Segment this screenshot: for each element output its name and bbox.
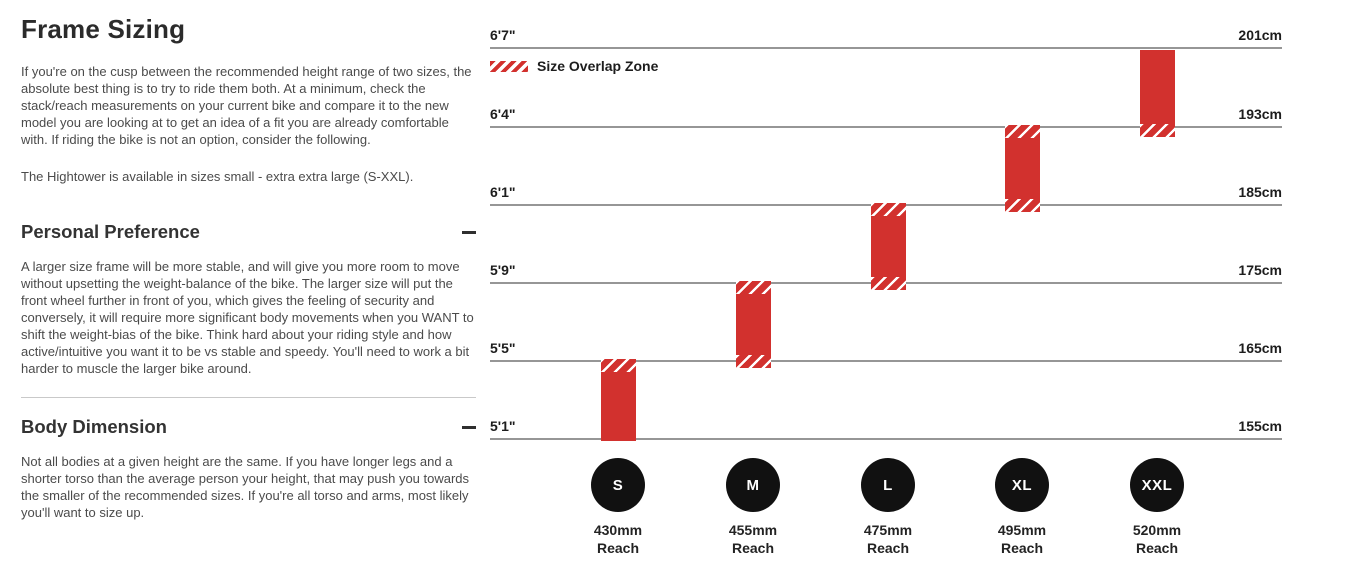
accordion-header-body-dimension[interactable]: Body Dimension bbox=[21, 416, 476, 438]
sizing-text-column: Frame Sizing If you're on the cusp betwe… bbox=[21, 14, 476, 541]
size-circle: XXL bbox=[1130, 458, 1184, 512]
size-letter: S bbox=[612, 476, 624, 494]
bar-solid bbox=[871, 216, 906, 277]
frame-sizing-chart: 6'7" 201cm 6'4" 193cm 6'1" 185cm 5'9" 17… bbox=[490, 0, 1282, 571]
section-heading-body-dimension: Body Dimension bbox=[21, 416, 167, 437]
size-bar-m bbox=[736, 281, 771, 368]
section-divider bbox=[21, 397, 476, 398]
accordion-header-personal-preference[interactable]: Personal Preference bbox=[21, 221, 476, 243]
size-column-s: S 430mm Reach bbox=[568, 458, 668, 557]
size-circle: L bbox=[861, 458, 915, 512]
reach-label: 495mm Reach bbox=[972, 521, 1072, 557]
reach-value: 520mm bbox=[1132, 522, 1182, 538]
gridline-row: 6'4" 193cm bbox=[490, 106, 1282, 128]
intro-paragraph: If you're on the cusp between the recomm… bbox=[21, 64, 472, 147]
height-tick-metric: 165cm bbox=[1238, 340, 1282, 356]
reach-label: 475mm Reach bbox=[838, 521, 938, 557]
gridline-row: 5'5" 165cm bbox=[490, 340, 1282, 362]
reach-word: Reach bbox=[1000, 540, 1044, 556]
bar-solid bbox=[1005, 138, 1040, 199]
reach-word: Reach bbox=[731, 540, 775, 556]
size-bar-l bbox=[871, 203, 906, 290]
reach-word: Reach bbox=[866, 540, 910, 556]
size-bar-xl bbox=[1005, 125, 1040, 212]
height-tick-imperial: 6'7" bbox=[490, 27, 516, 43]
reach-value: 475mm bbox=[863, 522, 913, 538]
bar-solid bbox=[736, 294, 771, 355]
body-dimension-body: Not all bodies at a given height are the… bbox=[21, 454, 470, 520]
overlap-zone-bottom bbox=[871, 277, 906, 290]
reach-value: 455mm bbox=[728, 522, 778, 538]
collapse-minus-icon[interactable] bbox=[462, 425, 476, 429]
size-bar-xxl bbox=[1140, 50, 1175, 137]
overlap-zone-bottom bbox=[736, 355, 771, 368]
reach-value: 430mm bbox=[593, 522, 643, 538]
overlap-zone-bottom bbox=[1005, 199, 1040, 212]
reach-label: 430mm Reach bbox=[568, 521, 668, 557]
size-letter: XL bbox=[1011, 476, 1033, 494]
section-heading-personal-preference: Personal Preference bbox=[21, 221, 200, 242]
reach-label: 455mm Reach bbox=[703, 521, 803, 557]
height-tick-metric: 175cm bbox=[1238, 262, 1282, 278]
availability-paragraph: The Hightower is available in sizes smal… bbox=[21, 169, 414, 184]
height-tick-imperial: 5'1" bbox=[490, 418, 516, 434]
overlap-hatch-icon bbox=[490, 60, 528, 72]
height-tick-metric: 193cm bbox=[1238, 106, 1282, 122]
size-circle: M bbox=[726, 458, 780, 512]
reach-word: Reach bbox=[1135, 540, 1179, 556]
size-column-xxl: XXL 520mm Reach bbox=[1107, 458, 1207, 557]
size-circle: S bbox=[591, 458, 645, 512]
size-column-m: M 455mm Reach bbox=[703, 458, 803, 557]
size-bar-s bbox=[601, 359, 636, 441]
reach-value: 495mm bbox=[997, 522, 1047, 538]
overlap-zone-top bbox=[871, 203, 906, 216]
height-tick-imperial: 6'4" bbox=[490, 106, 516, 122]
personal-preference-body: A larger size frame will be more stable,… bbox=[21, 259, 474, 376]
page-title: Frame Sizing bbox=[21, 14, 186, 44]
overlap-zone-bottom bbox=[1140, 124, 1175, 137]
size-column-xl: XL 495mm Reach bbox=[972, 458, 1072, 557]
collapse-minus-icon[interactable] bbox=[462, 230, 476, 234]
size-letter: L bbox=[883, 476, 893, 494]
size-column-l: L 475mm Reach bbox=[838, 458, 938, 557]
gridline-row: 5'1" 155cm bbox=[490, 418, 1282, 440]
height-tick-imperial: 5'9" bbox=[490, 262, 516, 278]
gridline-row: 6'7" 201cm bbox=[490, 27, 1282, 49]
height-tick-metric: 201cm bbox=[1238, 27, 1282, 43]
size-overlap-legend: Size Overlap Zone bbox=[490, 58, 658, 74]
legend-label: Size Overlap Zone bbox=[537, 58, 659, 74]
bar-solid bbox=[601, 372, 636, 441]
height-tick-imperial: 6'1" bbox=[490, 184, 516, 200]
reach-label: 520mm Reach bbox=[1107, 521, 1207, 557]
height-tick-imperial: 5'5" bbox=[490, 340, 516, 356]
size-circle: XL bbox=[995, 458, 1049, 512]
height-tick-metric: 155cm bbox=[1238, 418, 1282, 434]
size-letter: XXL bbox=[1141, 476, 1173, 494]
size-letter: M bbox=[746, 476, 760, 494]
reach-word: Reach bbox=[596, 540, 640, 556]
height-tick-metric: 185cm bbox=[1238, 184, 1282, 200]
overlap-zone-top bbox=[601, 359, 636, 372]
overlap-zone-top bbox=[1005, 125, 1040, 138]
bar-solid bbox=[1140, 50, 1175, 124]
overlap-zone-top bbox=[736, 281, 771, 294]
